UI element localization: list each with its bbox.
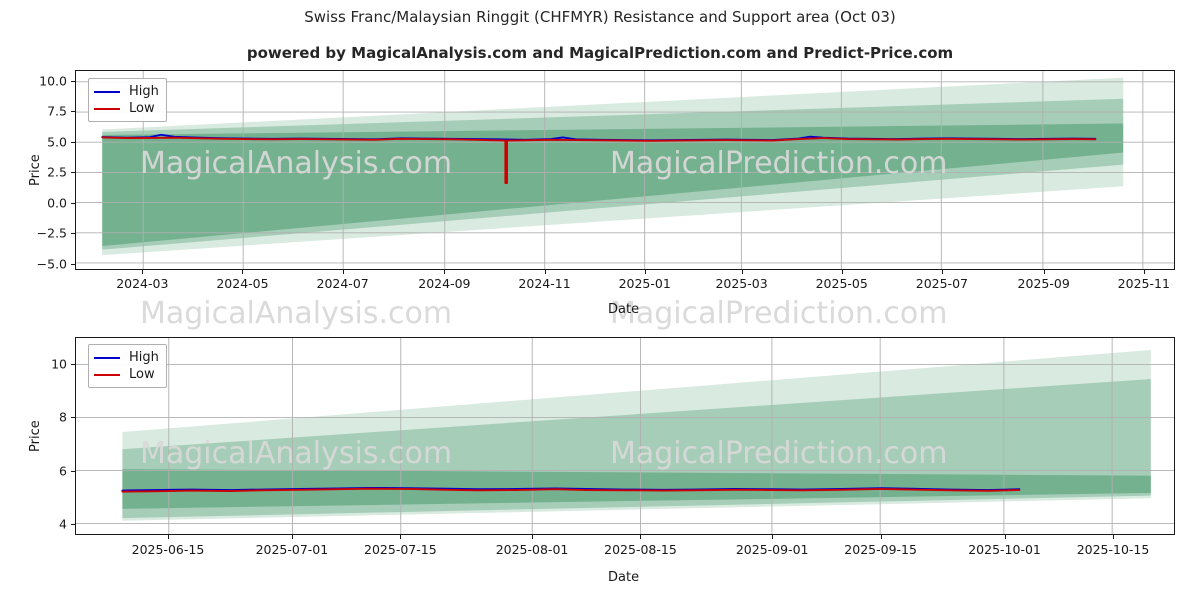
band-inner-support-resistance	[102, 123, 1124, 247]
legend-entry-low: Low	[94, 100, 159, 117]
x-axis-tick-mark	[1004, 535, 1006, 539]
chart-bottom-canvas	[76, 338, 1174, 534]
x-axis-tick-mark	[644, 270, 646, 274]
page-subtitle: powered by MagicalAnalysis.com and Magic…	[246, 44, 954, 62]
y-axis-tick-mark	[71, 111, 75, 113]
y-axis-tick-label: 4	[59, 516, 67, 532]
x-axis-tick-mark	[167, 535, 169, 539]
legend-label-high: High	[129, 349, 159, 365]
legend-swatch-low	[94, 107, 120, 110]
x-axis-tick-mark	[741, 270, 743, 274]
y-axis-tick-label: −2.5	[36, 225, 67, 241]
y-axis-tick-mark	[71, 172, 75, 174]
chart-top-plot-area	[75, 70, 1175, 270]
y-axis-tick-mark	[71, 80, 75, 82]
x-axis-tick-label: 2025-07-15	[364, 542, 437, 557]
x-axis-tick-label: 2025-11	[1117, 276, 1170, 291]
x-axis-tick-label: 2024-05	[216, 276, 269, 291]
x-axis-tick-label: 2025-08-15	[604, 542, 677, 557]
x-axis-tick-label: 2024-11	[518, 276, 571, 291]
y-axis-label: Price	[28, 420, 43, 452]
series-line-low	[121, 487, 1021, 493]
x-axis-tick-label: 2025-09-01	[735, 542, 809, 557]
watermark-text: MagicalAnalysis.com	[140, 296, 453, 331]
y-axis-tick-mark	[71, 363, 75, 365]
y-axis-tick-mark	[71, 233, 75, 235]
x-axis-tick-label: 2024-07	[316, 276, 369, 291]
x-axis-tick-mark	[142, 270, 144, 274]
legend-label-high: High	[129, 83, 159, 99]
x-axis-tick-mark	[242, 270, 244, 274]
legend-label-low: Low	[129, 366, 155, 382]
x-axis-tick-mark	[1143, 270, 1145, 274]
legend-entry-low: Low	[94, 366, 159, 383]
watermark-text: MagicalPrediction.com	[610, 296, 948, 331]
series-line-low	[101, 136, 1097, 184]
legend-label-low: Low	[129, 100, 155, 116]
band-outer-support-resistance	[102, 77, 1124, 256]
x-axis-tick-label: 2025-01	[618, 276, 671, 291]
page-title: Swiss Franc/Malaysian Ringgit (CHFMYR) R…	[304, 8, 896, 26]
y-axis-tick-label: 5.0	[47, 134, 67, 150]
chart-bottom-plot-area	[75, 337, 1175, 535]
x-axis-tick-mark	[772, 535, 774, 539]
x-axis-tick-label: 2025-09-15	[844, 542, 917, 557]
y-axis-tick-label: 0.0	[47, 195, 67, 211]
x-axis-label: Date	[608, 570, 640, 585]
legend-entry-high: High	[94, 83, 159, 100]
y-axis-tick-label: 8	[59, 409, 67, 425]
x-axis-tick-label: 2025-07	[915, 276, 968, 291]
band-mid-support-resistance	[102, 98, 1124, 250]
y-axis-tick-mark	[71, 202, 75, 204]
x-axis-tick-mark	[444, 270, 446, 274]
x-axis-tick-label: 2025-07-01	[255, 542, 329, 557]
y-axis-tick-label: 10.0	[39, 73, 67, 89]
x-axis-tick-mark	[841, 270, 843, 274]
x-axis-tick-label: 2025-10-15	[1076, 542, 1150, 557]
x-axis-label: Date	[608, 302, 640, 317]
y-axis-tick-mark	[71, 263, 75, 265]
chart-top-legend: High Low	[88, 78, 167, 122]
y-axis-tick-label: −5.0	[36, 256, 67, 272]
legend-swatch-low	[94, 373, 120, 376]
chart-top-canvas	[76, 71, 1174, 269]
x-axis-tick-label: 2025-03	[715, 276, 768, 291]
y-axis-tick-mark	[71, 417, 75, 419]
y-axis-tick-label: 2.5	[47, 164, 67, 180]
x-axis-tick-mark	[544, 270, 546, 274]
chart-bottom-legend: High Low	[88, 344, 167, 388]
x-axis-tick-mark	[342, 270, 344, 274]
x-axis-tick-label: 2024-09	[418, 276, 471, 291]
x-axis-tick-mark	[532, 535, 534, 539]
y-axis-tick-mark	[71, 141, 75, 143]
x-axis-tick-mark	[1043, 270, 1045, 274]
x-axis-tick-label: 2025-05	[815, 276, 868, 291]
y-axis-label: Price	[28, 154, 43, 186]
x-axis-tick-label: 2025-06-15	[131, 542, 205, 557]
x-axis-tick-mark	[400, 535, 402, 539]
y-axis-tick-label: 10	[51, 356, 67, 372]
x-axis-tick-label: 2025-10-01	[968, 542, 1041, 557]
band-outer-support-resistance	[122, 349, 1151, 521]
legend-swatch-high	[94, 356, 120, 359]
x-axis-tick-mark	[291, 535, 293, 539]
x-axis-tick-mark	[880, 535, 882, 539]
x-axis-tick-label: 2025-09	[1017, 276, 1070, 291]
y-axis-tick-mark	[71, 524, 75, 526]
x-axis-tick-mark	[1113, 535, 1115, 539]
x-axis-tick-mark	[640, 535, 642, 539]
x-axis-tick-mark	[941, 270, 943, 274]
x-axis-tick-label: 2025-08-01	[495, 542, 569, 557]
x-axis-tick-label: 2024-03	[116, 276, 169, 291]
y-axis-tick-label: 7.5	[47, 103, 67, 119]
y-axis-tick-mark	[71, 470, 75, 472]
band-mid-support-resistance	[122, 379, 1151, 519]
legend-entry-high: High	[94, 349, 159, 366]
legend-swatch-high	[94, 90, 120, 93]
y-axis-tick-label: 6	[59, 463, 67, 479]
